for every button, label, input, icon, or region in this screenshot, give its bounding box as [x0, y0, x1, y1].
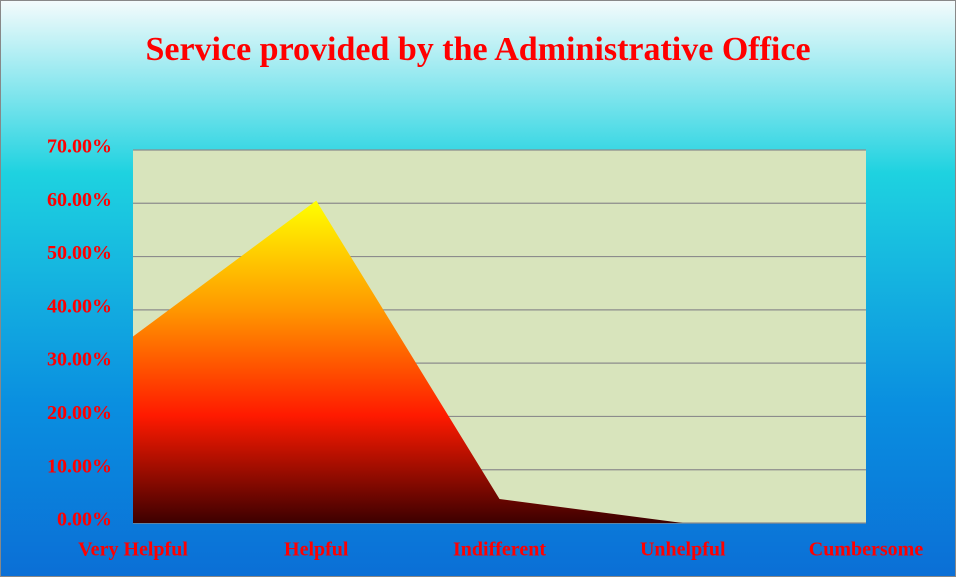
x-tick-label: Unhelpful	[640, 539, 726, 561]
y-tick-label: 20.00%	[47, 402, 112, 424]
x-tick-label: Very Helpful	[78, 539, 188, 561]
x-tick-label: Indifferent	[453, 539, 546, 561]
area	[133, 200, 866, 523]
x-tick-label: Cumbersome	[809, 539, 924, 561]
y-tick-label: 70.00%	[47, 136, 112, 158]
y-tick-label: 30.00%	[47, 349, 112, 371]
chart-title: Service provided by the Administrative O…	[145, 31, 811, 68]
y-tick-label: 40.00%	[47, 295, 112, 317]
title-box: Service provided by the Administrative O…	[145, 31, 811, 68]
y-tick-label: 10.00%	[47, 455, 112, 477]
y-tick-label: 0.00%	[57, 509, 112, 531]
y-tick-label: 50.00%	[47, 242, 112, 264]
y-tick-label: 60.00%	[47, 189, 112, 211]
x-tick-label: Helpful	[284, 539, 349, 561]
